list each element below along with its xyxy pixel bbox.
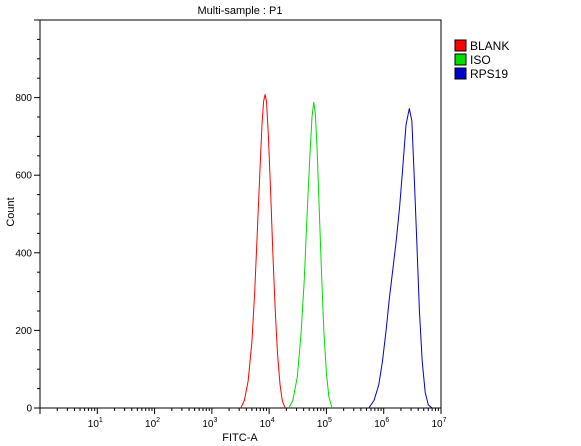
x-tick-label: 102 — [145, 417, 160, 430]
plot-frame — [39, 19, 442, 409]
chart-title: Multi-sample : P1 — [198, 5, 283, 17]
y-axis: 0 200 400 600 800 — [15, 19, 40, 415]
legend-label-iso: ISO — [470, 53, 491, 67]
x-axis-label: FITC-A — [222, 432, 258, 444]
y-tick-label: 400 — [15, 248, 32, 259]
x-tick-label: 103 — [202, 417, 217, 430]
legend-label-rps19: RPS19 — [470, 67, 508, 81]
x-axis: 101 102 103 104 105 106 107 — [39, 408, 447, 430]
series-line-blank — [240, 94, 286, 409]
series-line-iso — [288, 101, 333, 409]
x-tick-label: 104 — [260, 417, 275, 430]
series-lines — [240, 94, 433, 409]
x-tick-label: 107 — [431, 417, 446, 430]
y-axis-label: Count — [5, 197, 17, 226]
legend-swatch-iso — [454, 53, 467, 66]
y-tick-label: 600 — [15, 171, 32, 182]
x-tick-label: 106 — [374, 417, 389, 430]
series-line-rps19 — [368, 107, 433, 409]
y-tick-label: 200 — [15, 326, 32, 337]
y-tick-label: 0 — [26, 404, 32, 415]
legend-label-blank: BLANK — [470, 39, 509, 53]
x-tick-label: 101 — [88, 417, 103, 430]
legend-swatch-rps19 — [454, 67, 467, 80]
x-tick-label: 105 — [317, 417, 332, 430]
legend-swatch-blank — [454, 39, 467, 52]
y-tick-label: 800 — [15, 93, 32, 104]
